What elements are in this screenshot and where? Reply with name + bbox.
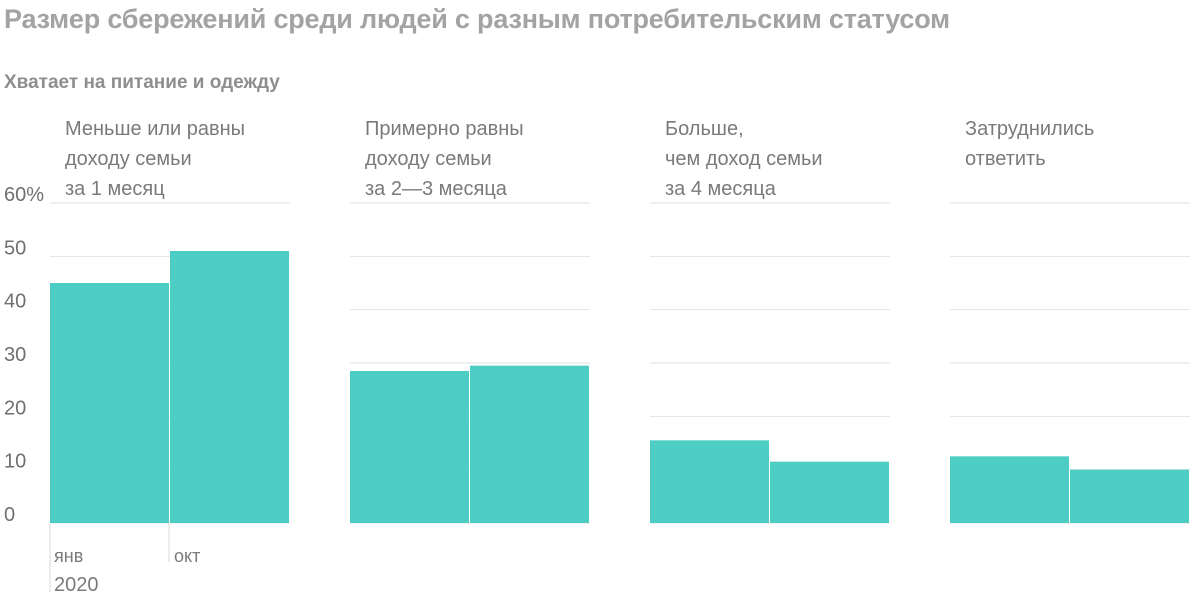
- y-tick-label: 60%: [4, 184, 44, 206]
- panel-label-line: доходу семьи: [365, 148, 492, 170]
- x-label-oct: окт: [174, 546, 200, 566]
- bar-jan-2020: [50, 283, 169, 523]
- chart-subtitle: Хватает на питание и одежду: [4, 72, 280, 93]
- bar-jan-2020: [950, 456, 1069, 523]
- x-label-jan: янв: [54, 546, 83, 566]
- bar-jan-2020: [650, 440, 769, 523]
- bar-oct-2020: [1070, 469, 1189, 523]
- y-tick-label: 10: [4, 451, 26, 473]
- bar-oct-2020: [170, 251, 289, 523]
- bar-oct-2020: [770, 461, 889, 523]
- panel-label-line: Меньше или равны: [65, 118, 245, 140]
- panel-label-line: доходу семьи: [65, 148, 192, 170]
- panel-label-line: за 2—3 месяца: [365, 178, 508, 200]
- bar-jan-2020: [350, 371, 469, 523]
- panel-label-line: Больше,: [665, 118, 744, 140]
- y-tick-label: 50: [4, 237, 26, 259]
- x-label-year: 2020: [54, 574, 99, 596]
- panel-label-line: чем доход семьи: [665, 148, 823, 170]
- panel-label-line: за 4 месяца: [665, 178, 777, 200]
- y-tick-label: 40: [4, 291, 26, 313]
- panel-label-line: Затруднились: [965, 118, 1094, 140]
- y-tick-label: 30: [4, 344, 26, 366]
- y-tick-label: 20: [4, 397, 26, 419]
- chart-title: Размер сбережений среди людей с разным п…: [4, 4, 950, 34]
- bar-oct-2020: [470, 365, 589, 523]
- panel-label-line: Примерно равны: [365, 118, 524, 140]
- panel-label-line: ответить: [965, 148, 1046, 170]
- panel-label-line: за 1 месяц: [65, 178, 165, 200]
- y-tick-label: 0: [4, 504, 15, 526]
